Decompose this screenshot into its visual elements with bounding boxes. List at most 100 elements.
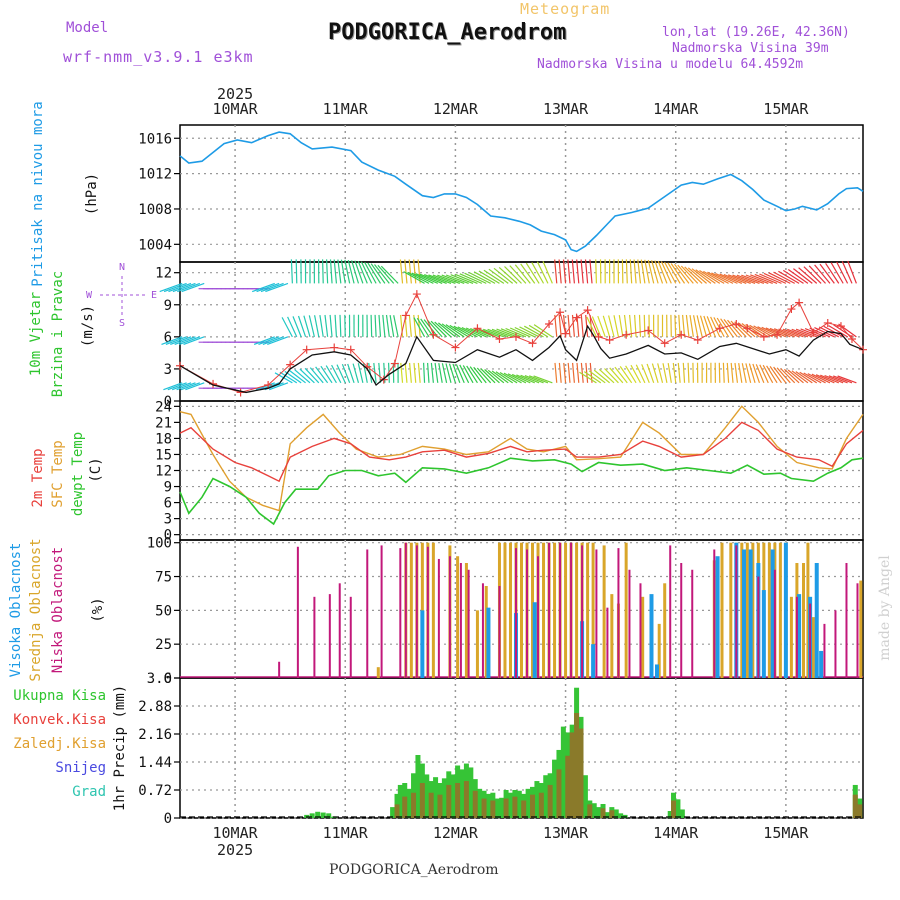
precip-total-bar-3 — [320, 812, 326, 818]
time-label-bottom-0: 10MAR — [213, 824, 259, 842]
wind-arrow-306 — [619, 366, 633, 384]
ytick-label-precip-0: 3.6 — [147, 671, 172, 687]
wind-arrow-258 — [558, 362, 562, 383]
cloud-low-bar-28 — [628, 569, 631, 678]
ylabel-temp-sfc: SFC Temp — [50, 440, 66, 507]
wind-arrow-404 — [750, 274, 773, 284]
cloud-low-bar-38 — [809, 603, 812, 678]
wind-arrow-128 — [357, 260, 368, 284]
wind-arrow-88 — [303, 315, 311, 338]
wind-arrow-102 — [320, 365, 333, 384]
wind-arrow-345 — [687, 362, 690, 383]
wind-arrow-219 — [487, 369, 505, 384]
precip-total-bar-58 — [618, 813, 624, 818]
ytick-label-temperature-0: 24 — [155, 399, 172, 415]
cloud-mid-bar-50 — [789, 596, 793, 678]
wind-arrow-117 — [347, 363, 355, 384]
precip-total-bar-63 — [679, 809, 685, 818]
cloud-low-bar-5 — [349, 596, 352, 678]
precip-conv-bar-13 — [512, 796, 518, 818]
wind-arrow-330 — [662, 363, 668, 383]
cloud-mid-bar-10 — [475, 610, 479, 678]
compass-n: N — [119, 262, 125, 273]
wind-arrow-441 — [811, 373, 831, 384]
wind-arrow-2 — [159, 282, 183, 293]
wind-arrow-298 — [613, 315, 620, 337]
wind-arrow-412 — [765, 327, 787, 338]
wind-arrow-6 — [171, 382, 192, 391]
cloud-low-bar-0 — [278, 661, 281, 678]
wind-arrow-172 — [420, 318, 434, 338]
wind-arrow-230 — [498, 266, 518, 284]
precip-conv-bar-24 — [600, 808, 606, 818]
wind-arrow-8 — [168, 282, 192, 293]
ytick-label-wind-2: 6 — [164, 330, 172, 346]
wind-arrow-252 — [533, 375, 553, 384]
wind-arrow-196 — [449, 324, 469, 338]
wind-arrow-346 — [685, 314, 690, 337]
cloud-low-bar-27 — [617, 548, 620, 678]
wind-arrow-190 — [441, 323, 461, 338]
wind-arrow-416 — [768, 272, 791, 284]
wind-arrow-113 — [340, 259, 346, 284]
precip-total-bar-37 — [525, 788, 531, 818]
cloud-low-bar-30 — [669, 545, 672, 678]
wind-arrow-410 — [759, 273, 782, 284]
wind-arrow-188 — [432, 274, 456, 284]
ytick-label-pressure-2: 1008 — [138, 202, 172, 218]
temp-sfc-line — [179, 405, 864, 512]
wind-arrow-3 — [167, 382, 187, 391]
precip-total-bar-30 — [494, 798, 500, 818]
wind-arrow-153 — [404, 362, 408, 383]
wind-arrow-243 — [520, 374, 540, 384]
cloud-mid-bar-14 — [508, 542, 512, 678]
precip-total-bar-50 — [582, 775, 588, 818]
wind-arrow-435 — [803, 372, 822, 384]
ytick-label-wind-4: 0 — [164, 394, 172, 410]
precip-conv-bar-4 — [428, 792, 434, 818]
ytick-label-temperature-3: 15 — [155, 447, 172, 463]
wind-arrow-430 — [791, 328, 813, 338]
wind-arrow-106 — [334, 314, 338, 337]
cloud-mid-bar-22 — [553, 542, 557, 678]
wind-arrow-197 — [445, 274, 469, 284]
wind-arrow-326 — [651, 260, 659, 284]
compass-w: W — [86, 290, 93, 301]
wind-arrow-1 — [161, 336, 183, 345]
wind-arrow-223 — [487, 328, 509, 338]
precip-conv-bar-6 — [446, 784, 452, 818]
wind-arrow-333 — [667, 363, 672, 383]
ytick-label-cloud-0: 100 — [147, 536, 172, 552]
cloud-low-bar-29 — [639, 583, 642, 678]
wind-arrow-278 — [584, 259, 589, 284]
precip-conv-bar-7 — [455, 783, 461, 818]
ylabel-temp-unit: (C) — [88, 457, 104, 482]
wind-arrow-204 — [469, 366, 483, 384]
temp-2m-line — [179, 421, 864, 483]
wind-arrow-256 — [554, 314, 558, 337]
wind-arrow-443 — [814, 264, 831, 284]
wind-arrow-225 — [495, 371, 514, 384]
wind-arrow-274 — [580, 314, 584, 337]
cloud-mid-bar-29 — [591, 542, 595, 678]
precip-total-bar-57 — [613, 809, 619, 818]
wind-arrow-312 — [630, 364, 642, 384]
wind-arrow-338 — [664, 261, 677, 284]
wind-arrow-391 — [737, 322, 756, 338]
wind-arrow-221 — [483, 269, 505, 284]
wind-arrow-289 — [597, 315, 606, 338]
cloud-mid-bar-41 — [740, 542, 744, 678]
cloud-high-bar-10 — [742, 549, 747, 678]
wind-arrow-245 — [525, 262, 540, 284]
cloud-high-bar-11 — [748, 549, 753, 678]
wind-arrow-5 — [163, 282, 187, 293]
wind-arrow-432 — [799, 371, 818, 384]
wind-arrow-437 — [803, 266, 822, 284]
wind-arrow-65 — [251, 282, 275, 293]
cloud-low-bar-34 — [735, 545, 738, 678]
precip-total-bar-12 — [415, 755, 421, 818]
wind-arrow-125 — [354, 260, 364, 284]
ylabel-temp-dewpt: dewpt Temp — [70, 432, 86, 516]
precip-conv-bar-25 — [609, 810, 615, 818]
wind-arrow-283 — [586, 316, 597, 338]
